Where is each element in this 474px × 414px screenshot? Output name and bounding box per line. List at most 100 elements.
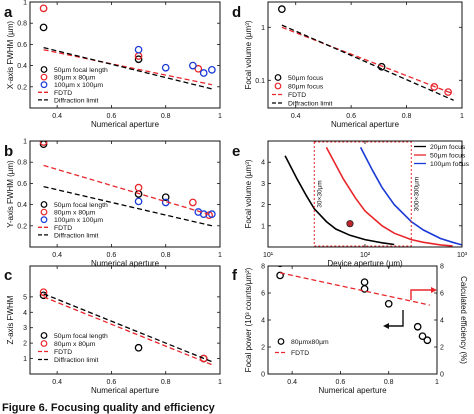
data-point [134, 45, 143, 54]
plot-frame [267, 140, 463, 248]
y-tick-label: 1 [261, 223, 265, 230]
left-axis-arrowhead [383, 323, 389, 329]
legend-label: 20µm focus [430, 144, 466, 151]
x-tick-label: 0.6 [107, 252, 117, 259]
y-tick-label: 0.1 [255, 78, 265, 85]
y-right-tick-label: 6 [440, 291, 444, 298]
x-tick-label: 1 [218, 379, 222, 386]
panel-letter: b [4, 143, 13, 160]
y-tick-label: 0.4 [17, 202, 27, 209]
x-axis-label: Numerical aperture [91, 120, 160, 129]
legend-label: 100µm x 100µm [54, 82, 103, 89]
panel-letter: c [4, 267, 12, 284]
x-tick-label: 0.6 [346, 113, 356, 120]
y-tick-label: 0.8 [17, 21, 27, 28]
legend-label: 80µm x 80µm [54, 75, 96, 82]
legend-label: FDTD [54, 90, 72, 97]
series-line [281, 24, 454, 101]
y-tick-label: 0.6 [17, 42, 27, 49]
y-tick-label: 4 [261, 318, 265, 325]
x-tick-label: 0.4 [52, 252, 62, 259]
data-point [189, 198, 197, 207]
figure-caption: Figure 6. Focusing quality and efficienc… [2, 402, 215, 414]
data-point [413, 322, 422, 331]
legend: 80µmx80µm FDTD [275, 338, 329, 357]
right-axis-arrowhead [431, 287, 437, 293]
y-tick-label: 1 [23, 0, 27, 7]
series-line [43, 296, 213, 366]
y-right-tick-label: 8 [440, 264, 444, 271]
data-point [161, 193, 170, 202]
y-tick-label: 2 [23, 341, 27, 348]
x-tick-label: 0.6 [336, 379, 346, 386]
y-tick-label: 0 [261, 372, 265, 379]
x-tick-label: 0.8 [161, 252, 171, 259]
legend-label: Diffraction limit [54, 97, 99, 104]
x-tick-label: 10¹ [263, 252, 274, 259]
x-axis-label: Numerical aperture [91, 386, 160, 395]
x-tick-label: 0.8 [402, 113, 412, 120]
plot-frame [29, 265, 221, 375]
y-axis-label: Focal volume (µm³) [244, 159, 253, 228]
legend-label: 80µm x 80µm [54, 341, 96, 348]
x-axis-label: Device aperture (µm) [327, 259, 403, 268]
data-point [39, 141, 48, 146]
panel-d: d 0.4 0.6 0.8 1 0.1 1 Numerical aperture Focal v… [232, 1, 464, 129]
legend-marker [40, 340, 48, 347]
series-line [43, 49, 213, 86]
annotation-30um: 30×30µm [316, 180, 323, 207]
data-layer [39, 4, 216, 90]
y-tick-label: 1 [23, 139, 27, 146]
legend-marker [40, 66, 48, 73]
legend-label: 50µm focus [288, 75, 324, 82]
x-axis-label: Numerical aperture [318, 386, 387, 395]
legend-marker [40, 208, 48, 216]
panel-letter: d [232, 4, 241, 21]
y-tick-label: 1 [261, 25, 265, 32]
x-tick-label: 0.4 [52, 113, 62, 120]
panel-a: a 0.4 0.6 0.8 1 0.2 0.4 0.6 0.8 1 Numerical apertu… [4, 0, 222, 129]
panel-letter: a [4, 4, 13, 21]
panel-c: c 0.4 0.6 0.8 1 1 2 3 4 5 Numerical aperture Z-axis… [4, 265, 222, 395]
legend-marker [40, 216, 48, 224]
legend-label: 80µmx80µm [291, 339, 329, 346]
y-right-tick-label: 2 [440, 345, 444, 352]
x-tick-label: 1 [218, 252, 222, 259]
y-axis-label: Y-axis FWHM (µm) [6, 160, 15, 228]
legend-label: 50µm focal length [54, 67, 108, 74]
legend-marker [40, 81, 48, 89]
x-tick-label: 1 [218, 113, 222, 120]
data-point [423, 336, 432, 345]
x-tick-label: 0.8 [384, 379, 394, 386]
series-line [43, 293, 213, 363]
legend-label: FDTD [54, 225, 72, 232]
legend-label: FDTD [54, 349, 72, 356]
annotation-300um: 300×300µm [413, 177, 420, 212]
data-point [189, 61, 197, 70]
data-point [444, 88, 452, 96]
x-tick-label: 0.4 [287, 379, 297, 386]
data-point [39, 4, 48, 13]
data-layer [278, 5, 454, 101]
right-axis-arrow [410, 289, 431, 300]
panel-b: b 0.4 0.6 0.8 1 0.2 0.4 0.6 0.8 1 Numerical apertu… [4, 139, 222, 269]
y-tick-label: 6 [261, 291, 265, 298]
legend-marker [40, 201, 48, 208]
data-point [276, 271, 284, 280]
y-axis-label: Z-axis FWHM [6, 295, 15, 344]
axis-arrows [383, 287, 437, 329]
data-point [39, 23, 48, 32]
data-point [430, 83, 439, 91]
data-layer [284, 147, 462, 247]
y-tick-label: 0.2 [17, 223, 27, 230]
data-point [360, 278, 369, 287]
x-tick-label: 0.6 [107, 113, 117, 120]
data-point [161, 63, 170, 72]
legend-label: 50µm focal length [54, 333, 108, 340]
legend-label: 50µm focus [430, 153, 466, 160]
y-tick-label: 0.6 [17, 181, 27, 188]
legend-marker [274, 74, 282, 81]
